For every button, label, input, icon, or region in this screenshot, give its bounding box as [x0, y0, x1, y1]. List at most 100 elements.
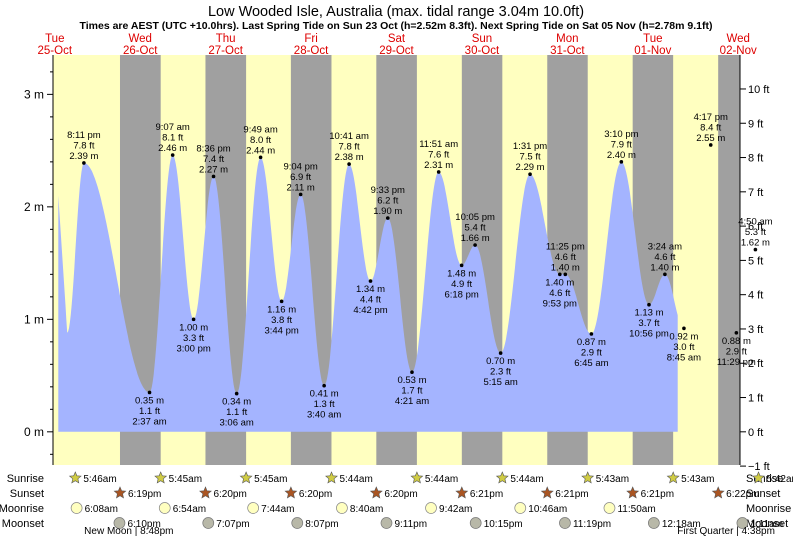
tide-point [734, 331, 739, 335]
tide-height-ft: 2.3 ft [490, 367, 511, 378]
tide-height-ft: 3.3 ft [183, 333, 204, 344]
sunrise-icon [495, 471, 509, 484]
day-date-label: 01-Nov [634, 45, 671, 57]
tide-time: 1:31 pm [513, 141, 547, 152]
row-label-left: Sunset [10, 488, 44, 500]
tide-labels: 2.39 m7.8 ft8:11 pm0.35 m1.1 ft2:37 am2.… [67, 112, 773, 429]
tide-height-m: 2.40 m [607, 150, 636, 161]
tide-height-m: 2.27 m [199, 164, 228, 175]
tide-height-ft: 6.9 ft [290, 172, 311, 183]
sunrise-time: 5:42am [767, 474, 793, 485]
sunset-time: 6:21pm [641, 489, 674, 500]
tide-height-m: 2.39 m [69, 151, 98, 162]
tide-point [563, 272, 568, 277]
tide-height-m: 1.40 m [551, 262, 580, 273]
row-label-left: Sunrise [7, 473, 44, 485]
tide-point [347, 162, 351, 166]
moonset-icon [559, 517, 571, 529]
tide-time: 3:00 pm [176, 343, 210, 354]
day-name-label: Sat [388, 33, 406, 45]
sunrise-icon [752, 471, 765, 484]
day-name-label: Mon [556, 33, 578, 45]
moonset-time: 1:11am [750, 519, 783, 530]
chart-subtitle: Times are AEST (UTC +10.0hrs). Last Spri… [80, 20, 713, 32]
y-tick-label-ft: 0 ft [748, 427, 763, 439]
sunrise-time: 5:44am [339, 474, 372, 485]
sunrise-time: 5:44am [510, 474, 543, 485]
moonrise-time: 8:40am [350, 504, 383, 515]
sunset-icon [540, 486, 554, 499]
tide-height-ft: 5.4 ft [465, 223, 486, 234]
tide-height-ft: 4.4 ft [360, 295, 381, 306]
tide-height-ft: 8.4 ft [700, 122, 721, 133]
y-tick-label-m: 1 m [24, 312, 44, 326]
tide-height-m: 2.38 m [335, 152, 364, 163]
tide-point [647, 302, 651, 307]
moon-phase-label: New Moon | 8:48pm [84, 526, 173, 537]
y-tick-label-ft: 6 ft [748, 221, 763, 233]
tide-time: 11:25 pm [546, 241, 585, 252]
sunset-icon [626, 486, 640, 499]
tide-height-m: 2.11 m [286, 182, 314, 193]
tide-point [619, 160, 624, 164]
tide-height-ft: 3.0 ft [673, 342, 694, 353]
y-tick-label-ft: 8 ft [748, 153, 763, 165]
tide-point [682, 326, 686, 331]
tide-height-ft: 7.4 ft [203, 154, 224, 165]
tide-point [279, 299, 284, 304]
tide-point [753, 247, 758, 252]
tide-curve-layer [58, 155, 678, 432]
tide-time: 4:50 am [738, 217, 772, 228]
tide-height-ft: 3.8 ft [271, 315, 292, 326]
tide-time: 10:05 pm [455, 212, 495, 223]
tide-height-m: 1.13 m [634, 308, 663, 319]
tide-height-ft: 7.8 ft [73, 140, 94, 151]
night-band [728, 55, 740, 465]
tide-height-ft: 8.0 ft [250, 135, 271, 146]
sunset-icon [284, 486, 298, 499]
tide-height-m: 0.35 m [135, 395, 164, 406]
sunrise-icon [239, 471, 253, 484]
sunrise-time: 5:43am [596, 474, 629, 485]
day-name-label: Thu [216, 33, 236, 45]
tide-height-m: 0.88 m [722, 336, 751, 347]
day-headers: Tue25-OctWed26-OctThu27-OctFri28-OctSat2… [38, 33, 757, 57]
tide-area [58, 155, 678, 432]
sunrise-icon [410, 471, 424, 484]
tide-height-ft: 5.3 ft [745, 227, 766, 238]
sunrise-icon [68, 471, 82, 484]
tide-height-ft: 4.6 ft [555, 252, 576, 263]
tide-point [498, 351, 503, 355]
moonset-icon [291, 517, 304, 529]
y-tick-label-ft: 1 ft [748, 393, 763, 405]
tide-height-ft: 4.9 ft [451, 279, 472, 290]
tide-height-ft: 6.2 ft [377, 196, 398, 207]
sunrise-time: 5:44am [425, 474, 458, 485]
tide-height-m: 1.40 m [650, 262, 679, 273]
chart-title: Low Wooded Isle, Australia (max. tidal r… [208, 4, 584, 20]
y-tick-label-ft: −1 ft [748, 461, 770, 473]
moonset-time: 9:11pm [394, 519, 427, 530]
day-name-label: Wed [726, 33, 749, 45]
tide-height-ft: 4.6 ft [654, 252, 675, 263]
tide-point [385, 216, 390, 220]
tide-height-m: 1.66 m [461, 233, 490, 244]
y-tick-label-m: 2 m [24, 200, 44, 214]
sunset-icon [455, 486, 469, 499]
tide-point [191, 317, 196, 322]
sunset-icon [113, 486, 127, 499]
axes-layer: 0 m 1 m 2 m 3 m −1 ft 0 ft 1 ft 2 ft 3 ft 4 ft 5 f… [24, 55, 770, 473]
sunrise-icon [154, 471, 168, 484]
tide-point [663, 272, 667, 277]
tide-time: 9:07 am [156, 122, 190, 133]
y-tick-label-ft: 2 ft [748, 358, 763, 370]
day-date-label: 31-Oct [550, 45, 585, 57]
y-tick-label-m: 3 m [24, 87, 44, 101]
tide-height-ft: 7.9 ft [611, 139, 632, 150]
moonset-icon [648, 517, 660, 529]
tide-height-m: 1.90 m [373, 206, 402, 217]
tide-height-m: 1.48 m [447, 268, 476, 279]
day-date-label: 27-Oct [208, 45, 243, 57]
day-name-label: Tue [45, 33, 64, 45]
